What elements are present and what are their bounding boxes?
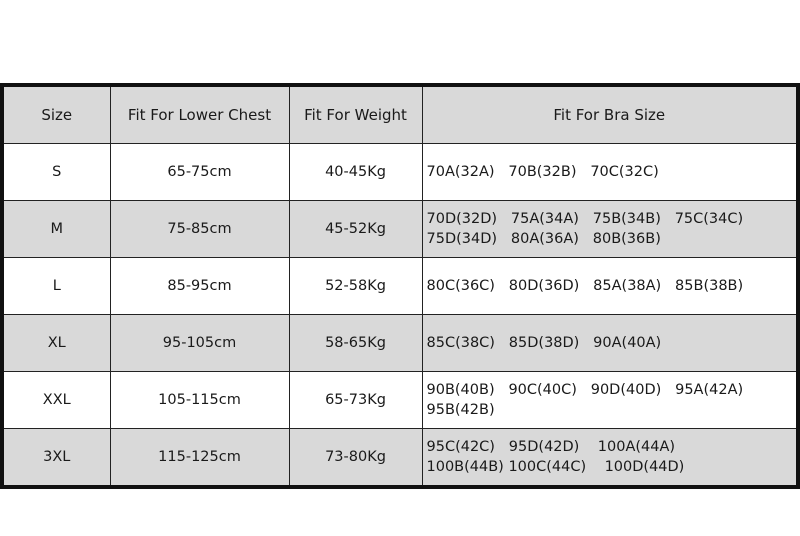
- weight-cell: 40-45Kg: [288, 143, 423, 201]
- size-cell: XL: [1, 314, 111, 372]
- bra-cell: 70D(32D) 75A(34A) 75B(34B) 75C(34C) 75D(3…: [421, 200, 799, 258]
- bra-line: 85C(38C) 85D(38D) 90A(40A): [426, 335, 662, 351]
- bra-line: 70A(32A) 70B(32B) 70C(32C): [426, 164, 659, 180]
- chest-cell: 65-75cm: [109, 143, 290, 201]
- header-bra-size: Fit For Bra Size: [421, 84, 799, 144]
- chest-cell: 95-105cm: [109, 314, 290, 372]
- bra-line: 80C(36C) 80D(36D) 85A(38A) 85B(38B): [426, 278, 744, 294]
- size-cell: 3XL: [1, 428, 111, 488]
- bra-line: 70D(32D) 75A(34A) 75B(34B) 75C(34C): [426, 211, 744, 227]
- size-cell: M: [1, 200, 111, 258]
- weight-cell: 58-65Kg: [288, 314, 423, 372]
- bra-line: 90B(40B) 90C(40C) 90D(40D) 95A(42A): [426, 382, 744, 398]
- bra-cell: 90B(40B) 90C(40C) 90D(40D) 95A(42A) 95B(4…: [421, 371, 799, 429]
- chest-cell: 85-95cm: [109, 257, 290, 315]
- header-weight: Fit For Weight: [288, 84, 423, 144]
- bra-cell: 85C(38C) 85D(38D) 90A(40A): [421, 314, 799, 372]
- header-lower-chest: Fit For Lower Chest: [109, 84, 290, 144]
- table-row: S 65-75cm 40-45Kg 70A(32A) 70B(32B) 70C(…: [1, 143, 799, 201]
- weight-cell: 73-80Kg: [288, 428, 423, 488]
- bra-cell: 95C(42C) 95D(42D) 100A(44A) 100B(44B) 100…: [421, 428, 799, 488]
- weight-cell: 52-58Kg: [288, 257, 423, 315]
- bra-line: 100B(44B) 100C(44C) 100D(44D): [426, 459, 685, 475]
- table-row: XXL 105-115cm 65-73Kg 90B(40B) 90C(40C) …: [1, 371, 799, 429]
- weight-cell: 45-52Kg: [288, 200, 423, 258]
- table-row: 3XL 115-125cm 73-80Kg 95C(42C) 95D(42D) …: [1, 428, 799, 488]
- size-cell: L: [1, 257, 111, 315]
- bra-cell: 70A(32A) 70B(32B) 70C(32C): [421, 143, 799, 201]
- chest-cell: 115-125cm: [109, 428, 290, 488]
- bra-cell: 80C(36C) 80D(36D) 85A(38A) 85B(38B): [421, 257, 799, 315]
- weight-cell: 65-73Kg: [288, 371, 423, 429]
- chest-cell: 105-115cm: [109, 371, 290, 429]
- bra-line: 95C(42C) 95D(42D) 100A(44A): [426, 439, 676, 455]
- header-row: Size Fit For Lower Chest Fit For Weight …: [1, 84, 799, 144]
- header-size: Size: [1, 84, 111, 144]
- size-chart-table: Size Fit For Lower Chest Fit For Weight …: [0, 83, 800, 489]
- bra-line: 75D(34D) 80A(36A) 80B(36B): [426, 231, 661, 247]
- size-cell: XXL: [1, 371, 111, 429]
- bra-line: 95B(42B): [426, 402, 495, 418]
- chest-cell: 75-85cm: [109, 200, 290, 258]
- size-cell: S: [1, 143, 111, 201]
- table-row: L 85-95cm 52-58Kg 80C(36C) 80D(36D) 85A(…: [1, 257, 799, 315]
- table-row: M 75-85cm 45-52Kg 70D(32D) 75A(34A) 75B(…: [1, 200, 799, 258]
- table-row: XL 95-105cm 58-65Kg 85C(38C) 85D(38D) 90…: [1, 314, 799, 372]
